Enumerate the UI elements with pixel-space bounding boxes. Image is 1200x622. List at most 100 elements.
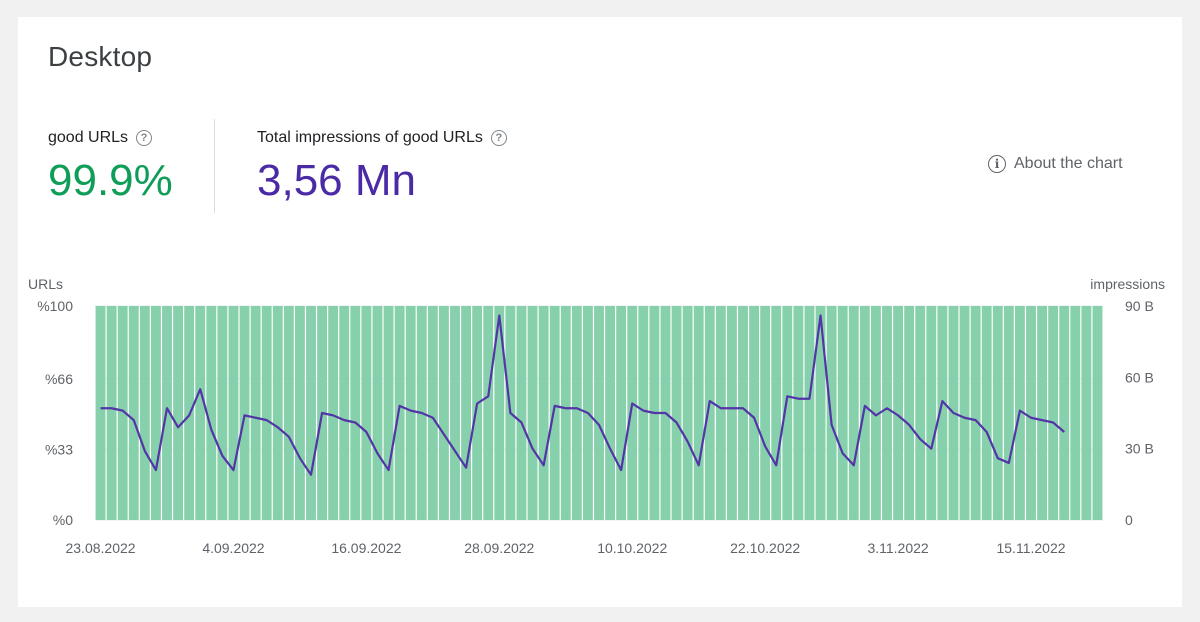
metric-label: good URLs [48, 129, 129, 146]
metric-divider [214, 119, 215, 213]
bar [771, 306, 782, 520]
x-tick-label: 15.11.2022 [996, 540, 1065, 556]
bar [981, 306, 992, 520]
about-the-chart-link[interactable]: i About the chart [988, 155, 1123, 173]
right-tick-label: 30 B [1125, 441, 1154, 457]
x-tick-label: 4.09.2022 [202, 540, 264, 556]
bar [959, 306, 970, 520]
bar [715, 306, 726, 520]
left-tick-label: %33 [45, 441, 73, 457]
about-the-chart-label: About the chart [1014, 155, 1123, 172]
x-tick-label: 28.09.2022 [464, 540, 534, 556]
bar [217, 306, 228, 520]
bar [571, 306, 582, 520]
bar [472, 306, 483, 520]
bar [1003, 306, 1014, 520]
bar [450, 306, 460, 520]
bar [804, 306, 815, 520]
bar [882, 306, 892, 520]
left-tick-label: %100 [37, 298, 73, 314]
x-tick-label: 16.09.2022 [331, 540, 401, 556]
card-title: Desktop [48, 41, 153, 72]
bar [117, 306, 128, 520]
bar [904, 306, 915, 520]
bar [549, 306, 560, 520]
bar [128, 306, 139, 520]
bar [206, 306, 217, 520]
bar [693, 306, 704, 520]
bar [859, 306, 870, 520]
bar [173, 306, 184, 520]
left-tick-label: %0 [53, 512, 73, 528]
x-tick-label: 23.08.2022 [65, 540, 135, 556]
bar [726, 306, 737, 520]
bar [870, 306, 881, 520]
info-icon: i [988, 155, 1006, 173]
bar [106, 306, 117, 520]
help-circle-icon[interactable]: ? [490, 130, 507, 146]
bar [704, 306, 715, 520]
bar [195, 306, 206, 520]
bar [992, 306, 1003, 520]
metric-good-urls[interactable]: good URLs ? 99.9% [48, 129, 173, 203]
bar [605, 306, 616, 520]
bar [405, 306, 416, 520]
bar [738, 306, 748, 520]
bar [427, 306, 438, 520]
right-tick-label: 90 B [1125, 298, 1154, 314]
bar [294, 306, 305, 520]
bar [937, 306, 948, 520]
bar [283, 306, 294, 520]
bar [438, 306, 449, 520]
bar [150, 306, 161, 520]
bar [760, 306, 771, 520]
bar [926, 306, 937, 520]
x-tick-label: 3.11.2022 [867, 540, 928, 556]
bar [671, 306, 682, 520]
bar [361, 306, 372, 520]
bar [616, 306, 627, 520]
bar [250, 306, 261, 520]
bar [815, 306, 826, 520]
bar [893, 306, 904, 520]
bar [339, 306, 350, 520]
metric-value: 99.9% [48, 156, 173, 205]
bar [1070, 306, 1081, 520]
bar [915, 306, 926, 520]
bar [749, 306, 760, 520]
bar [306, 306, 316, 520]
bar [848, 306, 859, 520]
bar [1059, 306, 1070, 520]
bar [826, 306, 837, 520]
bar [1081, 306, 1092, 520]
bar [594, 306, 604, 520]
metric-total-impressions[interactable]: Total impressions of good URLs ? 3,56 Mn [257, 129, 507, 203]
bar [383, 306, 394, 520]
help-circle-icon[interactable]: ? [136, 130, 153, 146]
bar [837, 306, 848, 520]
bar [793, 306, 804, 520]
bar [1037, 306, 1048, 520]
bar [970, 306, 981, 520]
bar [328, 306, 339, 520]
bar [638, 306, 649, 520]
bar [139, 306, 150, 520]
x-tick-label: 22.10.2022 [730, 540, 800, 556]
bar [483, 306, 494, 520]
x-tick-label: 10.10.2022 [597, 540, 667, 556]
bar [95, 306, 106, 520]
bar [228, 306, 239, 520]
bar [527, 306, 538, 520]
bar [239, 306, 250, 520]
bar [516, 306, 527, 520]
left-axis-label: URLs [28, 276, 63, 292]
bar [682, 306, 693, 520]
bar [1026, 306, 1036, 520]
impressions-line [100, 314, 1065, 476]
right-axis-label: impressions [1090, 276, 1165, 292]
bar [261, 306, 272, 520]
metric-label: Total impressions of good URLs [257, 129, 483, 146]
bar [394, 306, 405, 520]
metric-value: 3,56 Mn [257, 156, 416, 205]
